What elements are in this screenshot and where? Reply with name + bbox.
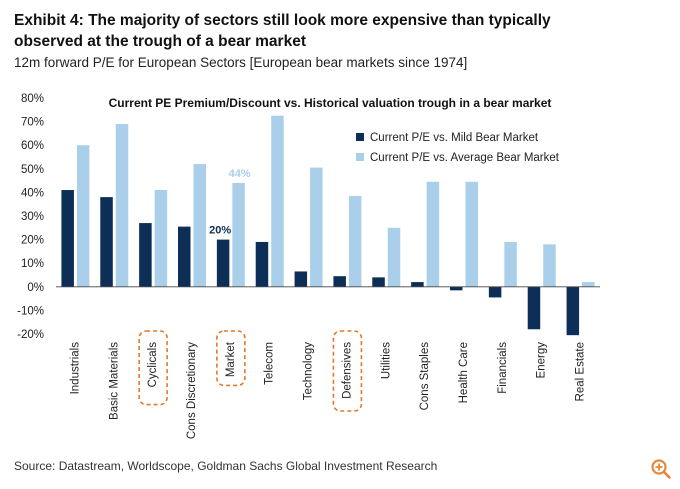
bar-mild-telecom (256, 242, 269, 287)
bar-mild-health-care (450, 287, 463, 291)
bar-average-cyclicals (155, 190, 168, 287)
y-tick-label: 70% (21, 117, 44, 129)
bar-average-basic-materials (116, 124, 128, 287)
x-tick-label: Energy (536, 342, 548, 379)
bar-mild-energy (528, 287, 541, 329)
bar-average-financials (504, 242, 517, 287)
bar-mild-technology (295, 271, 308, 286)
y-tick-label: 30% (21, 211, 44, 223)
bar-mild-cons-discretionary (178, 227, 191, 287)
legend-label: Current P/E vs. Mild Bear Market (370, 132, 539, 144)
chart-title: Current PE Premium/Discount vs. Historic… (109, 96, 552, 110)
bar-average-defensives (349, 196, 362, 287)
bar-average-cons-discretionary (194, 164, 207, 287)
bar-mild-utilities (372, 277, 385, 286)
bar-average-telecom (271, 116, 284, 287)
zoom-in-icon[interactable] (650, 458, 672, 480)
x-tick-label: Telecom (264, 342, 276, 385)
x-tick-label: Industrials (69, 342, 81, 395)
bar-mild-market (217, 240, 230, 287)
x-tick-label: Health Care (458, 342, 470, 403)
x-tick-label: Cyclicals (147, 342, 159, 388)
x-tick-label: Defensives (341, 342, 353, 399)
bar-average-industrials (77, 145, 90, 287)
bar-average-real-estate (582, 282, 595, 287)
x-tick-label: Cons Staples (419, 342, 431, 411)
bar-average-energy (543, 244, 556, 286)
bar-mild-defensives (333, 276, 346, 287)
x-tick-label: Real Estate (575, 342, 587, 401)
x-tick-label: Technology (303, 342, 315, 400)
bar-mild-industrials (61, 190, 74, 287)
legend-swatch (356, 153, 364, 161)
bar-average-technology (310, 168, 323, 287)
x-tick-label: Financials (497, 342, 509, 394)
y-tick-label: 10% (21, 258, 44, 270)
y-tick-label: 60% (21, 140, 44, 152)
bar-mild-cyclicals (139, 223, 152, 287)
bar-mild-real-estate (567, 287, 580, 335)
x-tick-label: Market (225, 341, 237, 377)
y-tick-label: 80% (21, 93, 44, 105)
bar-mild-cons-staples (411, 282, 424, 287)
x-tick-label: Cons Discretionary (186, 342, 198, 439)
bar-mild-basic-materials (100, 197, 113, 287)
x-tick-label: Basic Materials (108, 342, 120, 420)
y-tick-label: -20% (17, 329, 44, 341)
data-label: 44% (229, 168, 251, 180)
x-tick-label: Utilities (380, 342, 392, 379)
y-tick-label: 0% (27, 282, 44, 294)
bar-average-health-care (466, 182, 479, 287)
y-tick-label: -10% (17, 305, 44, 317)
source-note: Source: Datastream, Worldscope, Goldman … (14, 459, 437, 473)
bar-chart: Current PE Premium/Discount vs. Historic… (0, 0, 680, 489)
bar-average-market (232, 183, 245, 287)
y-tick-label: 40% (21, 187, 44, 199)
bar-average-utilities (388, 228, 401, 287)
data-label: 20% (209, 225, 231, 237)
y-tick-label: 20% (21, 235, 44, 247)
bar-average-cons-staples (427, 182, 440, 287)
bar-mild-financials (489, 287, 502, 298)
legend-swatch (356, 133, 364, 141)
legend-label: Current P/E vs. Average Bear Market (370, 152, 560, 164)
y-tick-label: 50% (21, 164, 44, 176)
